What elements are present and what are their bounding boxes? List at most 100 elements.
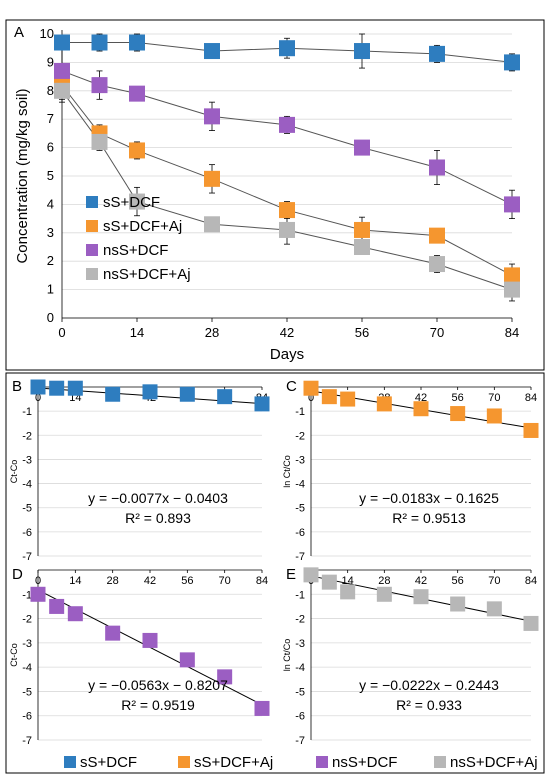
panel-a-data-point: [54, 82, 70, 99]
panel-a-series-line: [61, 90, 513, 291]
panel-b-y-tick: -3: [22, 454, 32, 466]
panel-c-y-tick: -4: [295, 479, 305, 491]
panel-c-y-tick: -2: [295, 430, 305, 442]
panel-e-y-tick: -6: [295, 711, 305, 723]
panel-a-x-tick: 56: [355, 325, 369, 340]
panel-a-legend-label: sS+DCF: [103, 194, 160, 211]
panel-d-equation: y = −0.0563x − 0.8207: [88, 677, 228, 693]
panel-a-data-point: [54, 62, 70, 79]
panel-e-letter: E: [286, 566, 296, 583]
panel-e-equation: y = −0.0222x − 0.2443: [359, 677, 499, 693]
panel-d-x-tick: 56: [181, 575, 193, 587]
panel-b-data-point: [105, 386, 121, 402]
panel-a-data-point: [54, 34, 70, 51]
panel-d-y-tick: -3: [22, 638, 32, 650]
panel-d-x-tick: 28: [107, 575, 119, 587]
panel-a-y-tick: 2: [47, 253, 54, 268]
panel-c-letter: C: [286, 378, 297, 395]
panel-b-y-tick: -7: [22, 551, 32, 563]
panel-e-y-label: ln Ct/Co: [282, 639, 292, 672]
panel-a-letter: A: [14, 24, 24, 41]
panel-e-data-point: [523, 615, 539, 631]
bottom-legend: sS+DCF sS+DCF+Aj nsS+DCF nsS+DCF+Aj: [64, 754, 538, 771]
panel-d-x-tick: 14: [69, 575, 81, 587]
panel-d-y-tick: -2: [22, 614, 32, 626]
panel-a-data-point: [129, 193, 145, 210]
panel-e-data-point: [303, 567, 319, 583]
panel-b-data-point: [142, 384, 158, 400]
panel-b-y-label: Ct-Co: [9, 460, 19, 484]
panel-c: C-1-2-3-4-5-6-70142842567084ln Ct/Coy = …: [282, 378, 539, 563]
panel-d-y-tick: -5: [22, 686, 32, 698]
panel-a-data-point: [91, 133, 108, 150]
panel-d-data-point: [49, 598, 65, 614]
panel-d-y-tick: -1: [22, 589, 32, 601]
panel-a-data-point: [429, 159, 445, 176]
panel-b-y-tick: -2: [22, 430, 32, 442]
panel-c-equation: y = −0.0183x − 0.1625: [359, 490, 499, 506]
panel-a-x-tick: 14: [130, 325, 144, 340]
panel-d-data-point: [142, 632, 158, 648]
panel-d-letter: D: [12, 566, 23, 583]
panel-a-y-tick: 3: [47, 225, 54, 240]
panel-b-y-tick: -4: [22, 479, 32, 491]
panel-c-y-tick: -7: [295, 551, 305, 563]
panel-c-y-tick: -3: [295, 454, 305, 466]
panel-d-data-point: [217, 669, 233, 685]
panel-a-y-label: Concentration (mg/kg soil): [14, 88, 31, 263]
panel-b-y-tick: -5: [22, 503, 32, 515]
panel-a-data-point: [204, 108, 220, 125]
panel-b-y-tick: -1: [22, 406, 32, 418]
panel-a-data-point: [354, 43, 370, 60]
panel-d-data-point: [67, 606, 83, 622]
panel-c-data-point: [340, 391, 356, 407]
panel-b-y-tick: -6: [22, 527, 32, 539]
panel-e-x-tick: 70: [488, 575, 500, 587]
panel-c-data-point: [376, 396, 392, 412]
panel-b-data-point: [254, 396, 270, 412]
panel-a-legend-swatch: [86, 244, 98, 256]
panel-b-equation: y = −0.0077x − 0.0403: [88, 490, 228, 506]
panel-a-y-tick: 9: [47, 54, 54, 69]
panel-a-data-point: [129, 142, 145, 159]
panel-d: D -1 -2 -3 -4 -5 -6 -7 0 14 28 42 56 70 84 Ct-Co y = −0.…: [9, 566, 270, 747]
panel-e-y-tick: -5: [295, 686, 305, 698]
panel-c-y-tick: -5: [295, 503, 305, 515]
panel-c-data-point: [413, 401, 429, 417]
panel-a-y-tick: 6: [47, 140, 54, 155]
panel-e-data-point: [486, 601, 502, 617]
panel-d-y-tick: -4: [22, 662, 32, 674]
panel-e-y-tick: -4: [295, 662, 305, 674]
panel-b-data-point: [30, 379, 46, 395]
panel-d-r-squared: R² = 0.9519: [121, 697, 195, 713]
panel-a-y-tick: 0: [47, 310, 54, 325]
panel-a-data-point: [129, 85, 145, 102]
panel-a-data-point: [204, 43, 220, 60]
panel-a-y-tick: 1: [47, 282, 54, 297]
panel-c-x-tick: 42: [415, 392, 427, 404]
panel-e-data-point: [450, 596, 466, 612]
panel-c-x-tick: 56: [452, 392, 464, 404]
panel-d-data-point: [254, 700, 270, 716]
panel-b-data-point: [179, 386, 195, 402]
panel-a-frame: [5, 19, 545, 371]
panel-a-y-tick: 10: [40, 26, 54, 41]
panel-a-data-point: [429, 256, 445, 273]
panel-e-y-tick: -1: [295, 589, 305, 601]
panel-e-x-tick: 84: [525, 575, 537, 587]
panel-a-data-point: [354, 221, 370, 238]
panel-a-y-tick: 7: [47, 111, 54, 126]
panel-a-data-point: [354, 139, 370, 156]
panel-a-legend-label: nsS+DCF+Aj: [103, 266, 191, 283]
panel-d-x-tick: 42: [144, 575, 156, 587]
panel-c-data-point: [303, 380, 319, 396]
panel-a-y-tick: 8: [47, 83, 54, 98]
panel-c-x-tick: 0: [308, 392, 314, 404]
panel-a-legend-swatch: [86, 196, 98, 208]
panel-e-y-tick: -7: [295, 735, 305, 747]
panel-d-data-point: [179, 652, 195, 668]
panel-a-legend-label: sS+DCF+Aj: [103, 218, 182, 235]
panel-a-legend-swatch: [86, 220, 98, 232]
panel-a-x-tick: 28: [205, 325, 219, 340]
